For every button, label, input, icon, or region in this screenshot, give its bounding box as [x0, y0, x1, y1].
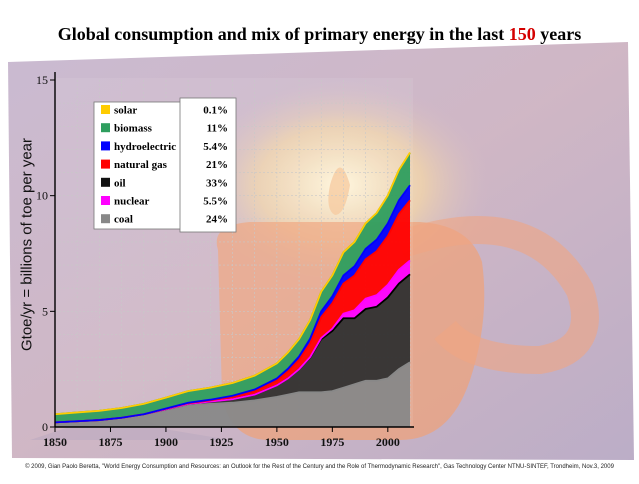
x-tick-label: 1950 — [265, 435, 289, 449]
legend-label-coal: coal — [114, 214, 133, 226]
y-tick-label: 0 — [42, 420, 48, 434]
legend-share-box — [179, 97, 237, 233]
legend-swatch-nuclear — [101, 196, 110, 205]
legend-swatch-hydroelectric — [101, 141, 110, 151]
line-cumulative-hydroelectric — [54, 184, 411, 424]
stacked-areas — [55, 152, 410, 427]
legend-swatch-biomass — [101, 123, 110, 133]
x-tick-label: 1900 — [154, 435, 178, 449]
legend-label-hydroelectric: hydroelectric — [114, 141, 176, 153]
chart-title-text: Global consumption and mix of primary en… — [57, 24, 509, 44]
area-oil — [55, 274, 410, 423]
legend-share-oil: 33% — [206, 177, 228, 189]
total-lines — [54, 152, 411, 424]
legend-swatch-natural-gas — [101, 159, 110, 169]
y-tick-label: 10 — [36, 189, 48, 203]
x-tick-label: 2000 — [376, 435, 400, 449]
legend-share-nuclear: 5.5% — [203, 196, 228, 208]
legend-share-biomass: 11% — [207, 123, 228, 135]
legend-swatch-solar — [101, 105, 110, 114]
y-tick-label: 15 — [36, 73, 48, 87]
line-cumulative-solar — [54, 152, 411, 416]
x-tick-label: 1850 — [43, 435, 67, 449]
legend-label-solar: solar — [114, 105, 137, 117]
legend-swatch-coal — [101, 214, 110, 224]
x-tick-label: 1875 — [98, 435, 122, 449]
legend-share-natural-gas: 21% — [206, 159, 228, 171]
legend-share-hydroelectric: 5.4% — [203, 141, 228, 153]
chart-axes: 1850 1875 1900 1925 1950 1975 2000 0 5 10 15 — [36, 72, 414, 449]
legend-swatch-oil — [101, 177, 110, 187]
area-coal — [55, 362, 410, 427]
legend-share-coal: 24% — [206, 214, 228, 226]
x-tick-label: 1975 — [320, 435, 344, 449]
chart-legend: solar 0.1% biomass 11% hydroelectric 5.4% natu… — [93, 97, 237, 233]
y-tick-label: 5 — [42, 304, 48, 318]
chart-title-suffix: years — [535, 24, 582, 44]
chart-title: Global consumption and mix of primary en… — [0, 24, 639, 45]
legend-share-solar: 0.1% — [203, 105, 228, 117]
legend-label-oil: oil — [114, 177, 126, 189]
area-natural-gas — [55, 200, 410, 423]
legend-label-natural-gas: natural gas — [114, 159, 168, 171]
y-axis-label: Gtoe/yr = billions of toe per year — [18, 137, 36, 352]
legend-label-nuclear: nuclear — [114, 196, 150, 208]
copyright-footer: © 2009, Gian Paolo Beretta, "World Energ… — [25, 464, 614, 470]
legend-label-biomass: biomass — [114, 123, 153, 135]
chart-title-highlight: 150 — [508, 24, 536, 44]
x-tick-label: 1925 — [209, 435, 233, 449]
